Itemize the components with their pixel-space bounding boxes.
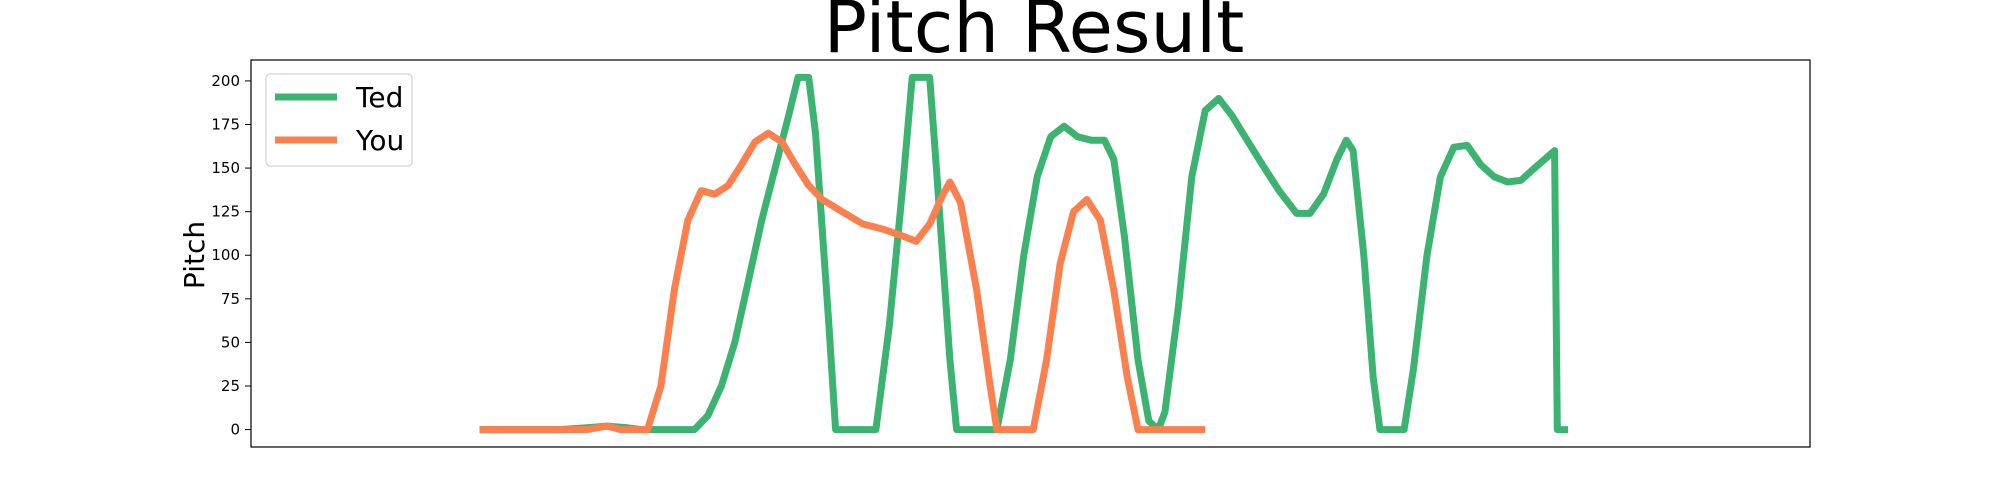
legend-label-ted: Ted	[355, 81, 403, 114]
y-tick-label: 175	[211, 116, 240, 134]
y-tick-label: 100	[211, 246, 240, 264]
plot-frame	[250, 59, 1811, 448]
chart-title: Pitch Result	[824, 0, 1245, 69]
y-tick-label: 50	[221, 333, 240, 351]
y-tick-label: 125	[211, 203, 240, 221]
y-tick-label: 150	[211, 159, 240, 177]
series-line-you	[479, 129, 1206, 434]
series-line-ted	[479, 73, 1569, 434]
series-layer	[479, 73, 1569, 434]
y-tick-label: 25	[221, 377, 240, 395]
y-tick-label: 200	[211, 72, 240, 90]
legend: Ted You	[265, 73, 413, 167]
y-axis-ticks: 0 25 50 75 100 125 150 175 200	[211, 72, 251, 439]
y-tick-label: 0	[230, 421, 240, 439]
y-axis-label: Pitch	[178, 221, 211, 289]
legend-label-you: You	[355, 124, 404, 157]
y-tick-label: 75	[221, 290, 240, 308]
